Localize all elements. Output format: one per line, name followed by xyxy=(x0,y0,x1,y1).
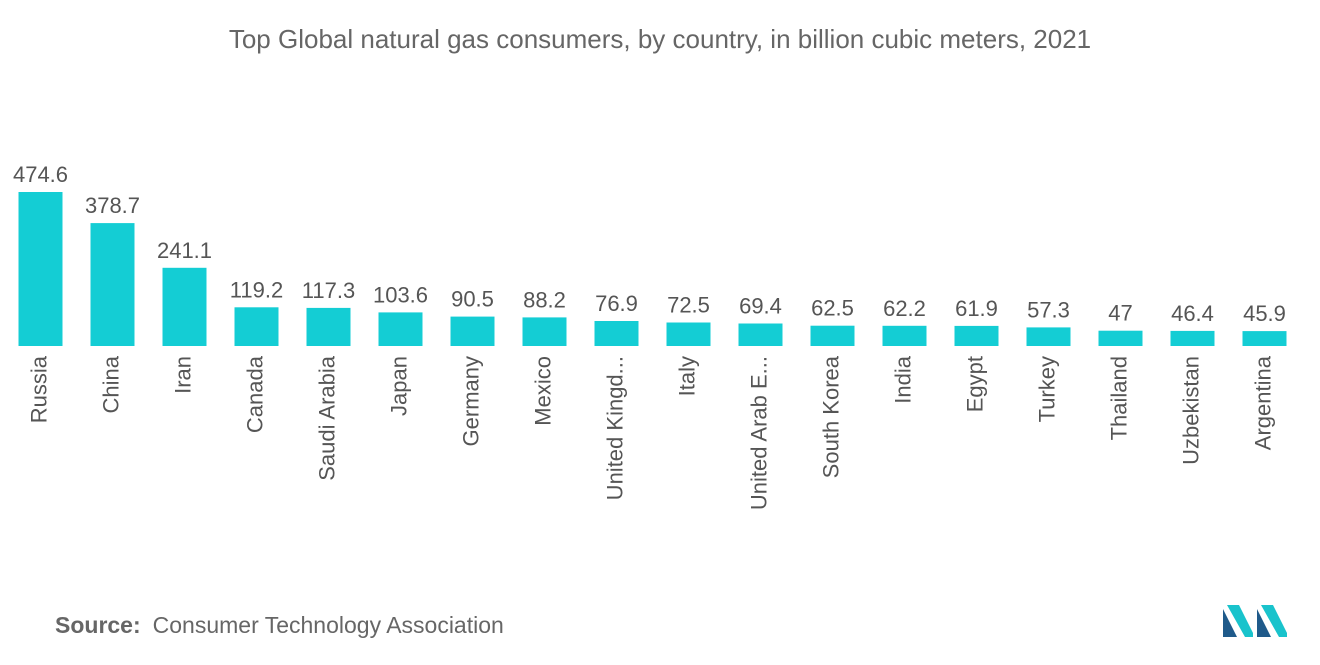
bar-7 xyxy=(522,317,567,346)
bar-13 xyxy=(954,325,999,346)
category-label-0: Russia xyxy=(26,355,51,423)
value-label-8: 76.9 xyxy=(595,291,638,316)
value-label-16: 46.4 xyxy=(1171,301,1214,326)
category-label-2: Iran xyxy=(170,356,195,394)
category-label-1: China xyxy=(98,355,123,413)
value-label-2: 241.1 xyxy=(157,238,212,263)
category-label-6: Germany xyxy=(458,356,483,446)
bar-8 xyxy=(594,321,639,346)
bar-3 xyxy=(234,307,279,346)
bar-17 xyxy=(1242,331,1287,346)
bar-5 xyxy=(378,312,423,346)
value-label-5: 103.6 xyxy=(373,282,428,307)
value-label-11: 62.5 xyxy=(811,296,854,321)
bar-4 xyxy=(306,307,351,346)
bar-1 xyxy=(90,223,135,346)
value-label-0: 474.6 xyxy=(13,162,68,187)
value-labels-layer: 474.6 378.7 241.1 119.2 117.3 103.6 90.5 88.2 76… xyxy=(13,162,1286,326)
category-label-13: Egypt xyxy=(962,356,987,412)
chart-title: Top Global natural gas consumers, by cou… xyxy=(228,24,1092,54)
bar-9 xyxy=(666,322,711,346)
category-label-5: Japan xyxy=(386,356,411,416)
bar-0 xyxy=(18,192,63,346)
bar-11 xyxy=(810,325,855,346)
source-text: Consumer Technology Association xyxy=(152,612,504,638)
logo-middle-stroke-left xyxy=(1227,605,1253,637)
category-label-16: Uzbekistan xyxy=(1178,356,1203,465)
bar-10 xyxy=(738,323,783,346)
category-label-11: South Korea xyxy=(818,355,843,478)
source-label: Source: xyxy=(55,612,141,638)
source-note: Source: Consumer Technology Association xyxy=(55,612,504,639)
value-label-12: 62.2 xyxy=(883,296,926,321)
logo-middle-stroke-right xyxy=(1257,609,1271,637)
category-label-17: Argentina xyxy=(1250,355,1275,450)
bar-12 xyxy=(882,325,927,346)
value-label-15: 47 xyxy=(1108,301,1132,326)
category-label-7: Mexico xyxy=(530,356,555,426)
value-label-10: 69.4 xyxy=(739,294,782,319)
bar-chart: 474.6 378.7 241.1 119.2 117.3 103.6 90.5 88.2 76… xyxy=(13,162,1287,510)
logo-left-stroke xyxy=(1223,609,1237,637)
bar-14 xyxy=(1026,327,1071,346)
bars-layer xyxy=(18,192,1287,346)
logo-right-stroke xyxy=(1261,605,1287,637)
value-label-14: 57.3 xyxy=(1027,297,1070,322)
value-label-17: 45.9 xyxy=(1243,301,1286,326)
mordor-logo-icon xyxy=(1223,605,1287,637)
category-label-9: Italy xyxy=(674,356,699,396)
category-label-10: United Arab E... xyxy=(746,356,771,510)
value-label-13: 61.9 xyxy=(955,296,998,321)
category-label-12: India xyxy=(890,355,915,403)
value-label-1: 378.7 xyxy=(85,193,140,218)
value-label-4: 117.3 xyxy=(302,278,355,303)
bar-16 xyxy=(1170,330,1215,346)
category-label-4: Saudi Arabia xyxy=(314,355,339,481)
bar-2 xyxy=(162,267,207,346)
category-label-15: Thailand xyxy=(1106,356,1131,440)
category-label-8: United Kingd... xyxy=(602,356,627,500)
value-label-7: 88.2 xyxy=(523,287,566,312)
category-label-14: Turkey xyxy=(1034,356,1059,422)
value-label-9: 72.5 xyxy=(667,293,710,318)
bar-15 xyxy=(1098,330,1143,346)
category-label-3: Canada xyxy=(242,355,267,433)
value-label-3: 119.2 xyxy=(230,277,283,302)
category-labels-layer: Russia China Iran Canada Saudi Arabia Japan Ge… xyxy=(26,355,1275,510)
value-label-6: 90.5 xyxy=(451,287,494,312)
bar-6 xyxy=(450,316,495,346)
